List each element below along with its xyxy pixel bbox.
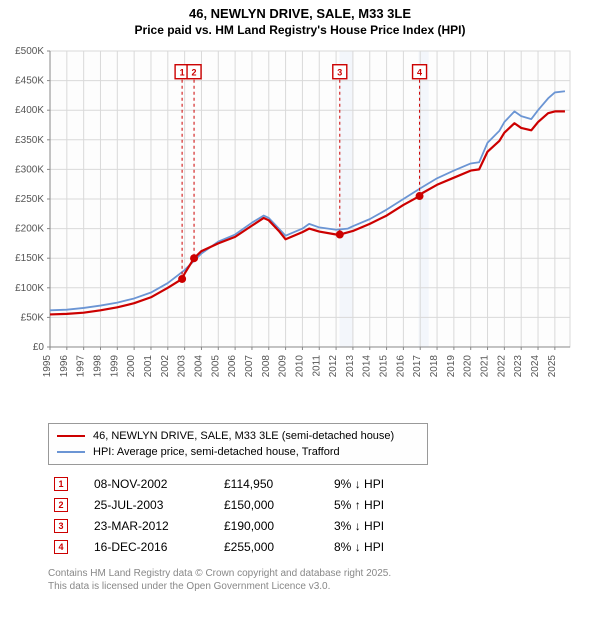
legend-swatch <box>57 451 85 453</box>
svg-text:£150K: £150K <box>15 253 44 264</box>
svg-text:2001: 2001 <box>143 355 154 378</box>
chart-subtitle: Price paid vs. HM Land Registry's House … <box>0 23 600 37</box>
legend-item: HPI: Average price, semi-detached house,… <box>57 444 419 460</box>
svg-text:2022: 2022 <box>496 355 507 378</box>
sale-price: £150,000 <box>218 494 328 515</box>
svg-text:2004: 2004 <box>193 355 204 378</box>
sale-date: 23-MAR-2012 <box>88 515 218 536</box>
svg-text:1998: 1998 <box>92 355 103 378</box>
svg-text:2016: 2016 <box>395 355 406 378</box>
arrow-icon: ↓ <box>355 540 361 554</box>
svg-text:2002: 2002 <box>160 355 171 378</box>
svg-text:£400K: £400K <box>15 105 44 116</box>
legend-label: 46, NEWLYN DRIVE, SALE, M33 3LE (semi-de… <box>93 430 394 442</box>
svg-text:£200K: £200K <box>15 224 44 235</box>
svg-text:£100K: £100K <box>15 283 44 294</box>
sale-price: £255,000 <box>218 536 328 557</box>
arrow-icon: ↑ <box>355 498 361 512</box>
marker-box: 2 <box>54 498 68 512</box>
chart-header: 46, NEWLYN DRIVE, SALE, M33 3LE Price pa… <box>0 0 600 37</box>
svg-text:2013: 2013 <box>345 355 356 378</box>
svg-text:2017: 2017 <box>412 355 423 378</box>
svg-text:2008: 2008 <box>261 355 272 378</box>
svg-text:2014: 2014 <box>362 355 373 378</box>
sale-date: 08-NOV-2002 <box>88 473 218 494</box>
svg-text:£500K: £500K <box>15 46 44 57</box>
svg-text:2025: 2025 <box>547 355 558 378</box>
chart-title: 46, NEWLYN DRIVE, SALE, M33 3LE <box>0 6 600 21</box>
marker-box: 3 <box>54 519 68 533</box>
svg-text:2000: 2000 <box>126 355 137 378</box>
table-row: 1 08-NOV-2002£114,9509% ↓ HPI <box>48 473 558 494</box>
svg-text:2023: 2023 <box>513 355 524 378</box>
sale-price: £190,000 <box>218 515 328 536</box>
legend-label: HPI: Average price, semi-detached house,… <box>93 446 340 458</box>
svg-text:2012: 2012 <box>328 355 339 378</box>
svg-text:£0: £0 <box>33 342 45 353</box>
svg-text:2011: 2011 <box>311 355 322 377</box>
svg-text:2003: 2003 <box>177 355 188 378</box>
footer-line: Contains HM Land Registry data © Crown c… <box>48 567 570 580</box>
svg-text:£250K: £250K <box>15 194 44 205</box>
svg-text:£50K: £50K <box>21 312 45 323</box>
footer-line: This data is licensed under the Open Gov… <box>48 580 570 593</box>
svg-text:2015: 2015 <box>379 355 390 378</box>
svg-text:2: 2 <box>192 68 197 78</box>
arrow-icon: ↓ <box>355 477 361 491</box>
sale-vs-hpi: 5% ↑ HPI <box>328 494 558 515</box>
svg-text:2005: 2005 <box>210 355 221 378</box>
svg-text:£300K: £300K <box>15 164 44 175</box>
svg-text:4: 4 <box>417 68 422 78</box>
marker-box: 1 <box>54 477 68 491</box>
sale-date: 16-DEC-2016 <box>88 536 218 557</box>
svg-text:2006: 2006 <box>227 355 238 378</box>
chart: £0 £50K £100K £150K £200K £250K £300K £350K £400… <box>0 37 600 417</box>
table-row: 4 16-DEC-2016£255,0008% ↓ HPI <box>48 536 558 557</box>
sale-price: £114,950 <box>218 473 328 494</box>
svg-text:1999: 1999 <box>109 355 120 378</box>
svg-text:2020: 2020 <box>463 355 474 378</box>
svg-text:2021: 2021 <box>480 355 491 378</box>
sales-table: 1 08-NOV-2002£114,9509% ↓ HPI 2 25-JUL-2003… <box>48 473 558 557</box>
svg-text:1997: 1997 <box>76 355 87 378</box>
svg-text:1: 1 <box>180 68 185 78</box>
sale-date: 25-JUL-2003 <box>88 494 218 515</box>
svg-text:2007: 2007 <box>244 355 255 378</box>
legend-swatch <box>57 435 85 437</box>
svg-text:1995: 1995 <box>42 355 53 378</box>
table-row: 2 25-JUL-2003£150,0005% ↑ HPI <box>48 494 558 515</box>
svg-text:1996: 1996 <box>59 355 70 378</box>
sale-vs-hpi: 9% ↓ HPI <box>328 473 558 494</box>
line-chart-svg: £0 £50K £100K £150K £200K £250K £300K £350K £400… <box>0 37 600 417</box>
arrow-icon: ↓ <box>355 519 361 533</box>
footer: Contains HM Land Registry data © Crown c… <box>48 567 570 593</box>
svg-text:2024: 2024 <box>530 355 541 378</box>
sale-vs-hpi: 3% ↓ HPI <box>328 515 558 536</box>
svg-text:2018: 2018 <box>429 355 440 378</box>
svg-text:3: 3 <box>337 68 342 78</box>
svg-text:£350K: £350K <box>15 135 44 146</box>
sale-vs-hpi: 8% ↓ HPI <box>328 536 558 557</box>
legend: 46, NEWLYN DRIVE, SALE, M33 3LE (semi-de… <box>48 423 428 465</box>
svg-text:£450K: £450K <box>15 76 44 87</box>
marker-box: 4 <box>54 540 68 554</box>
table-row: 3 23-MAR-2012£190,0003% ↓ HPI <box>48 515 558 536</box>
svg-text:2019: 2019 <box>446 355 457 378</box>
legend-item: 46, NEWLYN DRIVE, SALE, M33 3LE (semi-de… <box>57 428 419 444</box>
svg-text:2009: 2009 <box>278 355 289 378</box>
svg-text:2010: 2010 <box>294 355 305 378</box>
